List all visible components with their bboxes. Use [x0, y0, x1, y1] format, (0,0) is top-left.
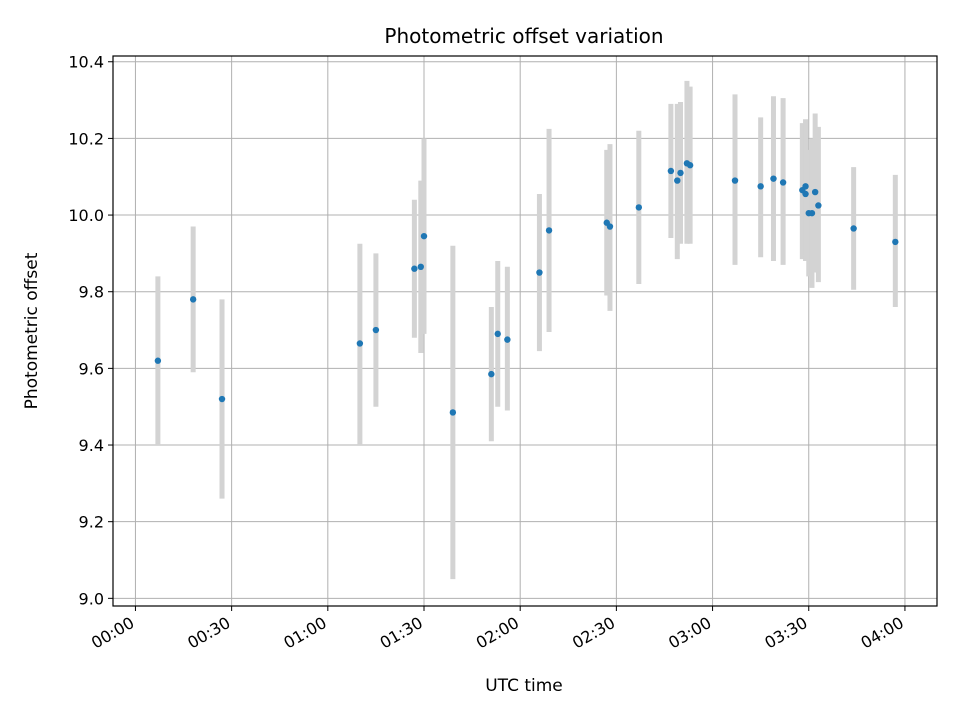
- y-axis-ticks: 9.0 9.2 9.4 9.6 9.8 10.0 10.2 10.4: [68, 53, 113, 608]
- chart-title: Photometric offset variation: [384, 24, 663, 48]
- y-tick-label: 9.6: [79, 359, 104, 378]
- data-point: [449, 409, 457, 416]
- data-point: [411, 265, 418, 272]
- grid-lines: [113, 56, 937, 606]
- data-point: [674, 177, 681, 184]
- data-point: [677, 169, 684, 177]
- data-point: [189, 296, 197, 303]
- data-point: [731, 177, 739, 184]
- data-point: [667, 167, 675, 175]
- data-point: [811, 188, 819, 196]
- y-tick-label: 10.4: [68, 53, 104, 72]
- data-point: [815, 202, 822, 209]
- data-point: [850, 225, 857, 232]
- data-point: [372, 326, 380, 334]
- data-point: [488, 370, 495, 378]
- data-point: [154, 357, 162, 364]
- data-point: [779, 179, 787, 186]
- data-point: [545, 227, 553, 234]
- data-point: [356, 340, 364, 347]
- y-axis-label: Photometric offset: [22, 252, 42, 409]
- y-tick-label: 10.2: [68, 129, 104, 148]
- data-points: [154, 160, 899, 416]
- data-point: [494, 330, 501, 338]
- data-point: [635, 204, 643, 211]
- data-point: [504, 336, 511, 343]
- y-tick-label: 10.0: [68, 206, 104, 225]
- x-axis-label: UTC time: [485, 676, 563, 696]
- data-point: [536, 269, 543, 276]
- data-point: [757, 183, 764, 190]
- data-point: [892, 238, 899, 246]
- data-point: [417, 263, 424, 271]
- y-tick-label: 9.2: [79, 513, 104, 532]
- plot-frame: [112, 55, 938, 607]
- data-point: [420, 232, 428, 240]
- data-point: [770, 175, 777, 182]
- data-point: [686, 162, 694, 169]
- data-point: [606, 223, 614, 230]
- data-point: [802, 190, 809, 198]
- y-tick-label: 9.0: [79, 589, 104, 608]
- data-point: [218, 395, 226, 403]
- y-tick-label: 9.4: [79, 436, 104, 455]
- data-point: [802, 183, 809, 190]
- y-tick-label: 9.8: [79, 283, 104, 302]
- data-point: [808, 209, 816, 217]
